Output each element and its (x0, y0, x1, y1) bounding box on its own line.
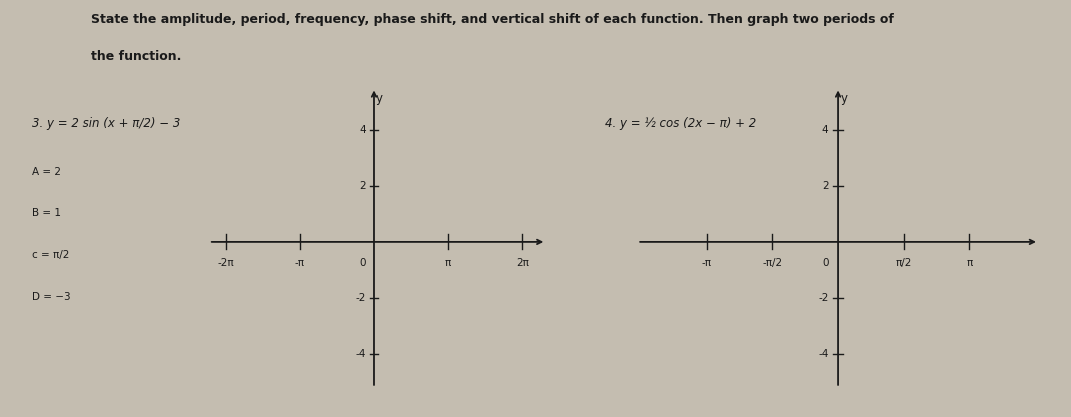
Text: -π: -π (702, 259, 711, 269)
Text: -4: -4 (818, 349, 829, 359)
Text: -2: -2 (356, 293, 366, 303)
Text: -π: -π (295, 259, 305, 269)
Text: π: π (444, 259, 451, 269)
Text: y: y (376, 92, 383, 105)
Text: the function.: the function. (91, 50, 181, 63)
Text: -2π: -2π (217, 259, 235, 269)
Text: 4: 4 (359, 125, 366, 135)
Text: 3. y = 2 sin (x + π/2) − 3: 3. y = 2 sin (x + π/2) − 3 (32, 117, 181, 130)
Text: 0: 0 (360, 259, 366, 269)
Text: B = 1: B = 1 (32, 208, 61, 219)
Text: 4. y = ½ cos (2x − π) + 2: 4. y = ½ cos (2x − π) + 2 (605, 117, 756, 130)
Text: 4: 4 (821, 125, 829, 135)
Text: A = 2: A = 2 (32, 167, 61, 177)
Text: 2π: 2π (516, 259, 529, 269)
Text: 0: 0 (821, 259, 829, 269)
Text: 2: 2 (359, 181, 366, 191)
Text: c = π/2: c = π/2 (32, 250, 70, 260)
Text: y: y (841, 92, 847, 105)
Text: State the amplitude, period, frequency, phase shift, and vertical shift of each : State the amplitude, period, frequency, … (91, 13, 894, 25)
Text: -π/2: -π/2 (763, 259, 783, 269)
Text: π: π (966, 259, 972, 269)
Text: π/2: π/2 (895, 259, 912, 269)
Text: 2: 2 (821, 181, 829, 191)
Text: D = −3: D = −3 (32, 292, 71, 302)
Text: -4: -4 (356, 349, 366, 359)
Text: -2: -2 (818, 293, 829, 303)
